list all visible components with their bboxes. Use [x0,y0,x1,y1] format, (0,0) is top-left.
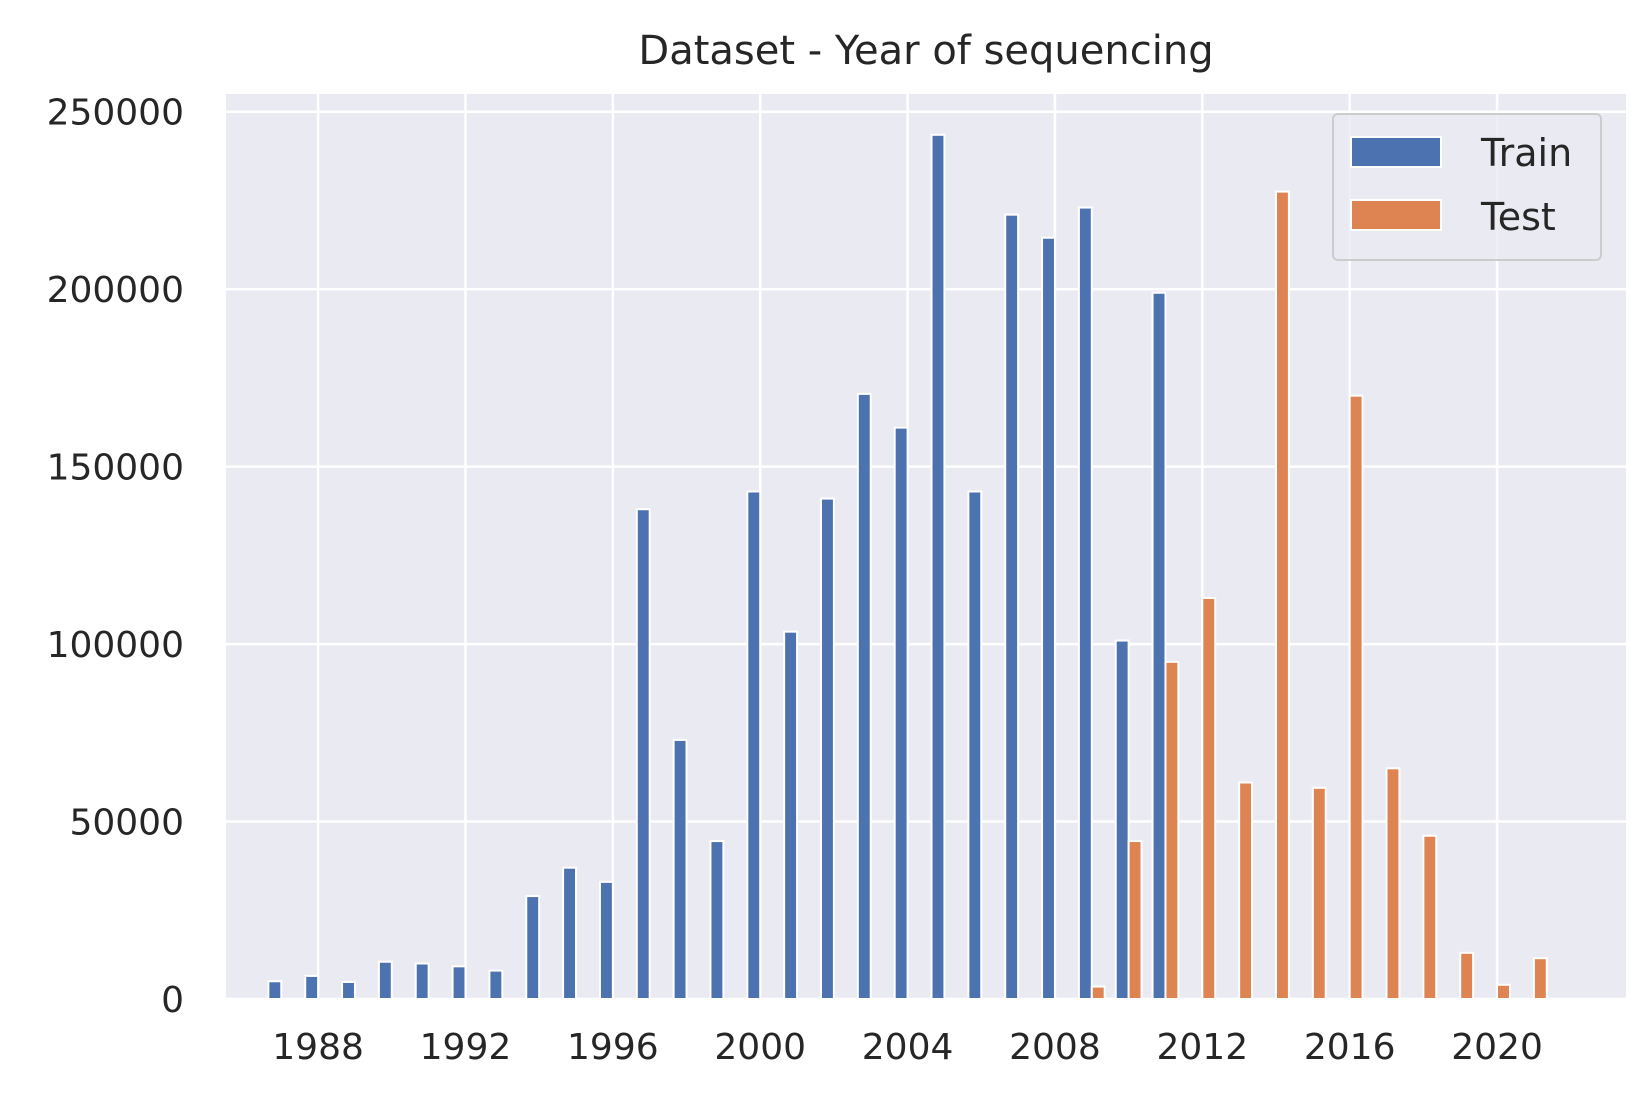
y-axis-ticks: 0 50000 100000 150000 200000 250000 [47,93,184,1021]
x-tick-label: 2004 [862,1027,954,1068]
bar-test-2010 [1127,840,1143,1000]
bar-train-1998 [672,738,688,1000]
bar-train-1997 [635,508,651,1000]
bar-train-2006 [967,490,983,1000]
bar-train-1994 [525,895,541,1000]
x-tick-label: 2016 [1304,1027,1396,1068]
bar-test-2019 [1459,951,1475,1000]
y-tick-label: 150000 [47,448,184,489]
bar-train-2001 [783,630,799,1000]
bar-test-2014 [1275,190,1290,1001]
y-tick-label: 100000 [47,625,184,666]
bar-test-2011 [1164,660,1180,1000]
x-tick-label: 2020 [1451,1027,1543,1068]
y-tick-label: 0 [161,980,184,1021]
legend-label-test: Test [1480,195,1556,239]
bar-train-2000 [746,490,762,1000]
bar-train-1993 [488,969,504,1001]
bar-test-2013 [1238,781,1254,1001]
bar-train-1995 [562,866,578,1000]
chart-title: Dataset - Year of sequencing [638,28,1213,74]
bar-train-2009 [1077,206,1093,1001]
bar-test-2021 [1532,957,1548,1001]
x-tick-label: 1996 [567,1027,659,1068]
bar-train-1990 [377,960,393,1000]
bar-test-2020 [1496,983,1511,1000]
bar-train-1999 [709,840,725,1000]
bar-test-2016 [1348,394,1364,1000]
x-axis-ticks: 1988 1992 1996 2000 2004 2008 2012 2016 2020 [272,1027,1543,1068]
bar-test-2018 [1422,834,1438,1001]
bar-train-1987 [267,980,283,1000]
bar-test-2009 [1090,985,1106,1000]
bar-train-2007 [1004,213,1020,1000]
bar-train-1992 [451,965,467,1000]
bar-train-2002 [820,497,835,1000]
x-tick-label: 2012 [1157,1027,1249,1068]
bar-train-2011 [1151,291,1167,1000]
x-tick-label: 2008 [1009,1027,1101,1068]
bar-train-2003 [856,392,872,1000]
bar-train-1989 [341,980,356,1001]
bar-test-2015 [1311,786,1327,1000]
bar-train-2008 [1041,236,1056,1000]
y-tick-label: 250000 [47,93,184,134]
x-tick-label: 1992 [420,1027,512,1068]
x-tick-label: 1988 [272,1027,364,1068]
legend-swatch-test [1350,199,1442,231]
bar-test-2012 [1201,596,1217,1000]
bar-train-1991 [414,962,430,1001]
bar-train-2005 [930,133,946,1000]
legend: Train Test [1332,113,1602,261]
bars [267,133,1548,1001]
legend-swatch-train [1350,136,1442,168]
legend-label-train: Train [1480,131,1572,175]
y-tick-label: 50000 [69,803,184,844]
bar-train-2004 [893,426,909,1000]
bar-train-1988 [304,974,320,1001]
bar-test-2017 [1385,767,1401,1000]
bar-train-1996 [598,880,614,1000]
y-tick-label: 200000 [47,270,184,311]
x-tick-label: 2000 [714,1027,806,1068]
bar-train-2010 [1114,639,1130,1000]
